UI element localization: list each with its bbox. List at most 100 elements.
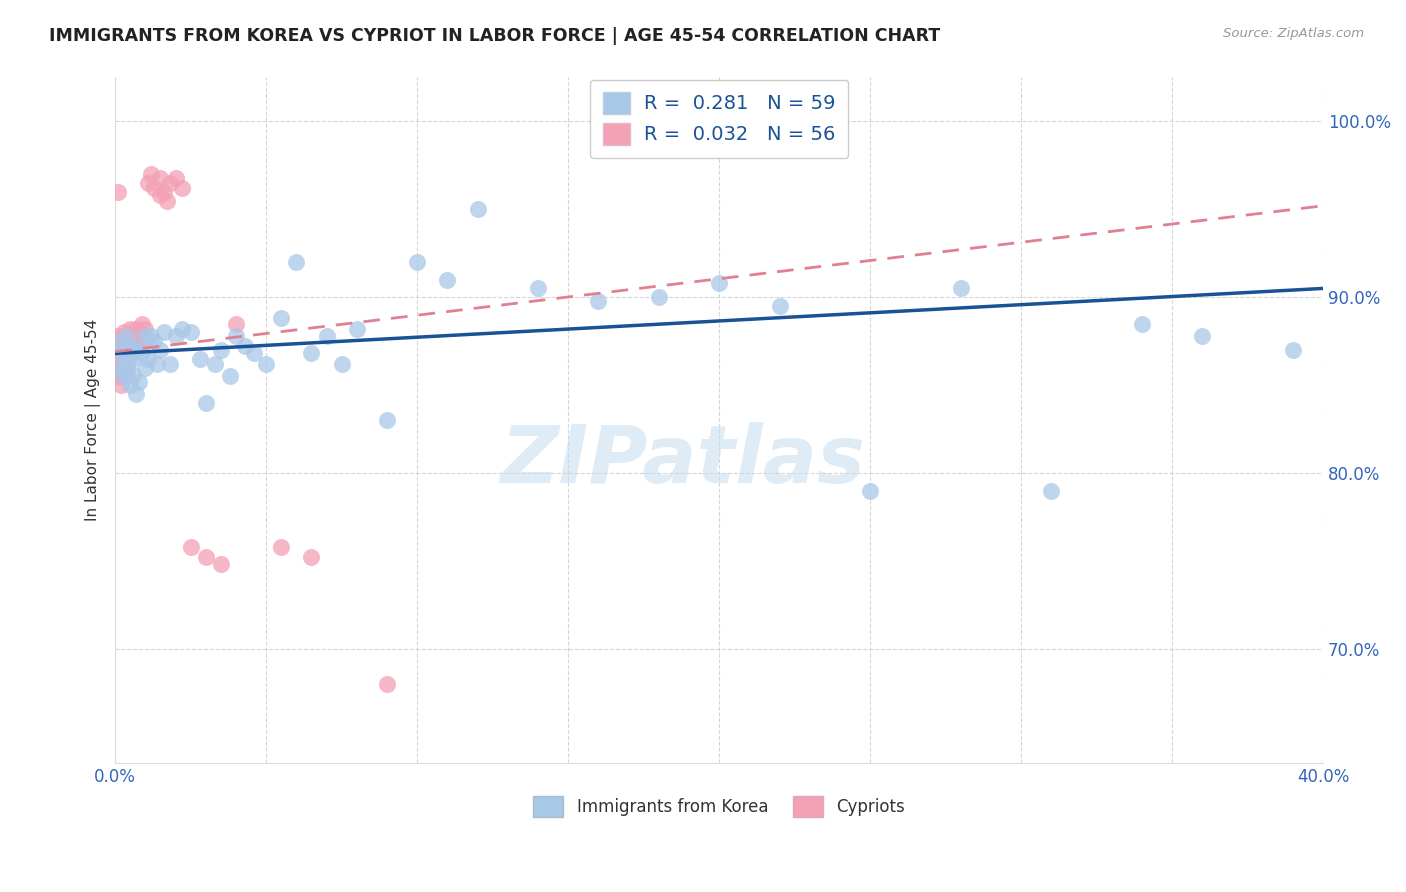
Point [131, 346, 153, 360]
Point [117, 329, 139, 343]
Point [707, 276, 730, 290]
Point [149, 343, 172, 357]
Point [125, 334, 148, 348]
Point [152, 326, 174, 340]
Point [134, 360, 156, 375]
Point [107, 346, 129, 360]
Point [270, 540, 292, 554]
Point [219, 369, 242, 384]
Point [107, 334, 129, 348]
Point [346, 322, 368, 336]
Point [110, 369, 132, 384]
Point [138, 351, 160, 366]
Point [165, 170, 187, 185]
Point [375, 413, 398, 427]
Point [107, 357, 129, 371]
Point [112, 364, 135, 378]
Point [138, 176, 160, 190]
Point [107, 369, 129, 384]
Point [120, 339, 142, 353]
Point [107, 185, 129, 199]
Point [112, 326, 135, 340]
Point [110, 351, 132, 366]
Point [170, 181, 193, 195]
Point [375, 677, 398, 691]
Point [110, 334, 132, 348]
Point [204, 357, 226, 371]
Point [112, 369, 135, 384]
Point [330, 357, 353, 371]
Point [1040, 483, 1063, 498]
Point [225, 329, 247, 343]
Point [117, 357, 139, 371]
Legend: Immigrants from Korea, Cypriots: Immigrants from Korea, Cypriots [526, 789, 911, 823]
Point [120, 350, 142, 364]
Point [110, 346, 132, 360]
Point [143, 181, 166, 195]
Point [285, 255, 308, 269]
Point [188, 351, 211, 366]
Point [112, 351, 135, 366]
Point [270, 311, 292, 326]
Point [243, 346, 266, 360]
Point [117, 339, 139, 353]
Point [233, 339, 256, 353]
Point [110, 360, 132, 375]
Point [170, 322, 193, 336]
Point [225, 317, 247, 331]
Point [107, 364, 129, 378]
Point [122, 329, 145, 343]
Point [527, 281, 550, 295]
Point [143, 334, 166, 348]
Point [117, 364, 139, 378]
Point [149, 188, 172, 202]
Point [112, 369, 135, 384]
Point [436, 272, 458, 286]
Text: Source: ZipAtlas.com: Source: ZipAtlas.com [1223, 27, 1364, 40]
Point [107, 343, 129, 357]
Point [859, 483, 882, 498]
Point [128, 326, 150, 340]
Point [117, 329, 139, 343]
Point [152, 185, 174, 199]
Point [159, 176, 181, 190]
Point [180, 326, 202, 340]
Point [120, 322, 142, 336]
Point [315, 329, 337, 343]
Point [134, 322, 156, 336]
Point [112, 343, 135, 357]
Point [112, 357, 135, 371]
Point [155, 194, 177, 208]
Point [110, 343, 132, 357]
Point [120, 343, 142, 357]
Point [107, 339, 129, 353]
Point [1130, 317, 1153, 331]
Point [112, 343, 135, 357]
Point [254, 357, 277, 371]
Point [120, 378, 142, 392]
Y-axis label: In Labor Force | Age 45-54: In Labor Force | Age 45-54 [86, 319, 101, 522]
Point [125, 343, 148, 357]
Point [107, 351, 129, 366]
Point [768, 299, 790, 313]
Point [146, 357, 169, 371]
Point [122, 351, 145, 366]
Text: IMMIGRANTS FROM KOREA VS CYPRIOT IN LABOR FORCE | AGE 45-54 CORRELATION CHART: IMMIGRANTS FROM KOREA VS CYPRIOT IN LABO… [49, 27, 941, 45]
Text: ZIPatlas: ZIPatlas [501, 423, 866, 500]
Point [107, 329, 129, 343]
Point [125, 387, 148, 401]
Point [134, 329, 156, 343]
Point [141, 167, 163, 181]
Point [180, 540, 202, 554]
Point [301, 550, 323, 565]
Point [209, 558, 232, 572]
Point [165, 329, 187, 343]
Point [110, 360, 132, 375]
Point [112, 334, 135, 348]
Point [125, 322, 148, 336]
Point [131, 317, 153, 331]
Point [1282, 343, 1305, 357]
Point [128, 375, 150, 389]
Point [209, 343, 232, 357]
Point [467, 202, 489, 217]
